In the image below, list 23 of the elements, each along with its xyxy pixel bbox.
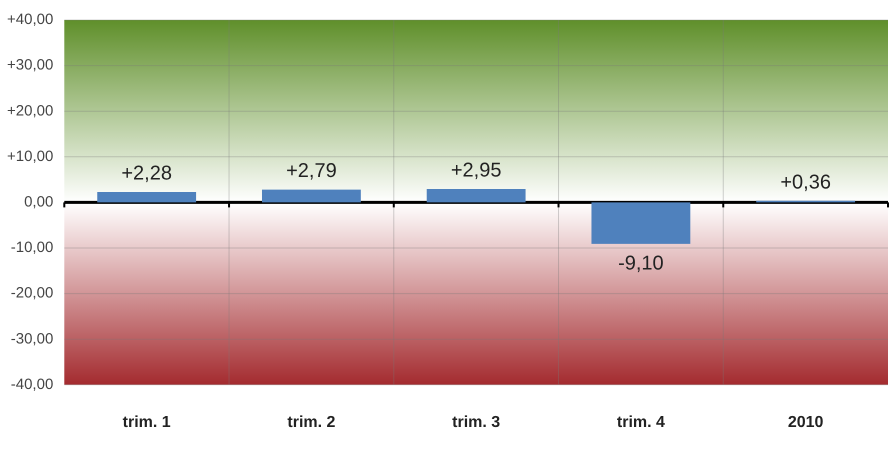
data-label: -9,10 [618, 252, 664, 274]
y-tick-label: +10,00 [7, 148, 54, 165]
y-tick-label: -10,00 [10, 239, 54, 256]
bar [426, 188, 526, 202]
data-label: +0,36 [780, 171, 831, 194]
bar [97, 192, 196, 202]
bar [262, 190, 361, 202]
data-label: +2,79 [286, 160, 337, 182]
y-tick-label: -30,00 [10, 330, 54, 348]
y-tick-label: +20,00 [7, 102, 54, 120]
y-tick-label: -40,00 [10, 376, 54, 393]
data-label: +2,95 [450, 159, 502, 182]
x-tick-label: trim. 1 [122, 414, 171, 431]
x-tick-label: trim. 3 [452, 414, 500, 431]
y-tick-label: 0,00 [24, 194, 54, 211]
x-tick-label: trim. 4 [616, 414, 665, 431]
y-tick-label: +40,00 [7, 11, 54, 28]
data-label: +2,28 [121, 162, 172, 185]
x-tick-label: trim. 2 [287, 414, 336, 431]
y-tick-label: -20,00 [10, 284, 54, 302]
bar [591, 202, 690, 244]
x-tick-label: 2010 [788, 414, 824, 431]
y-tick-label: +30,00 [7, 56, 54, 74]
